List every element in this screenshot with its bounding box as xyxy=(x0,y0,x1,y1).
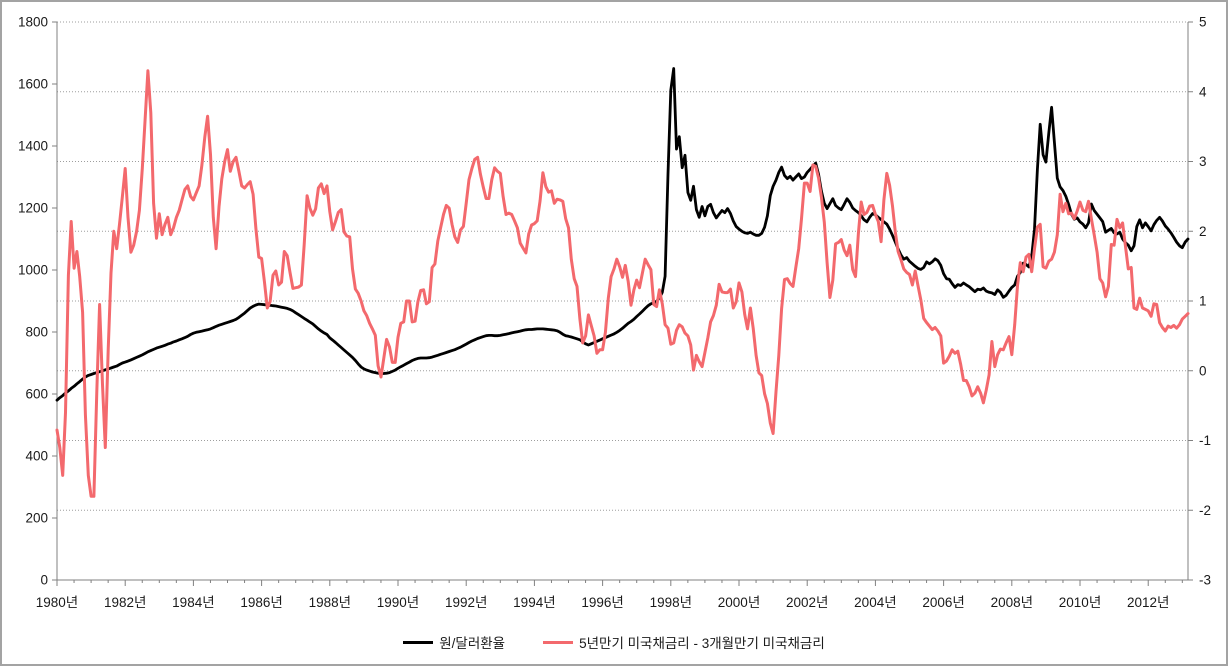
left-axis-tick-label: 800 xyxy=(25,325,48,340)
x-axis-tick-label: 1996년 xyxy=(581,595,623,610)
left-axis-tick-label: 600 xyxy=(25,387,48,402)
x-axis-tick-label: 1990년 xyxy=(377,595,419,610)
right-axis-tick-label: -2 xyxy=(1199,503,1211,518)
x-axis-tick-label: 2010년 xyxy=(1059,595,1101,610)
x-axis-tick-label: 2002년 xyxy=(786,595,828,610)
right-axis-tick-label: 0 xyxy=(1199,363,1207,378)
x-axis-tick-label: 1984년 xyxy=(172,595,214,610)
x-axis-tick-label: 1998년 xyxy=(650,595,692,610)
x-axis-tick-label: 2012년 xyxy=(1127,595,1169,610)
x-axis-tick-label: 1986년 xyxy=(240,595,282,610)
legend-line-swatch xyxy=(403,640,434,644)
legend: 원/달러환율 5년만기 미국채금리 - 3개월만기 미국채금리 xyxy=(2,632,1226,652)
left-axis-tick-label: 1600 xyxy=(18,77,48,92)
right-axis-tick-label: 4 xyxy=(1199,84,1207,99)
series-line-yield-spread xyxy=(55,69,1190,498)
legend-label: 5년만기 미국채금리 - 3개월만기 미국채금리 xyxy=(579,636,825,651)
legend-item-yield-spread: 5년만기 미국채금리 - 3개월만기 미국채금리 xyxy=(543,632,825,652)
left-axis-tick-label: 1800 xyxy=(18,15,48,30)
left-axis-tick-label: 400 xyxy=(25,449,48,464)
right-axis-tick-label: 3 xyxy=(1199,154,1207,169)
x-axis-tick-label: 1994년 xyxy=(513,595,555,610)
x-axis-tick-label: 1992년 xyxy=(445,595,487,610)
series-line-exchange-rate xyxy=(55,67,1190,402)
legend-item-exchange-rate: 원/달러환율 xyxy=(403,632,505,652)
right-axis-tick-label: 1 xyxy=(1199,294,1207,309)
x-axis-tick-label: 2000년 xyxy=(718,595,760,610)
axes xyxy=(52,21,1193,586)
left-axis-tick-label: 1000 xyxy=(18,263,48,278)
left-axis-tick-label: 1400 xyxy=(18,139,48,154)
x-axis-tick-label: 2006년 xyxy=(922,595,964,610)
axis-labels: 0 200 400 600 800 1000 1200 1400 1600 1800 -3 -2 -1 0… xyxy=(18,15,1211,611)
left-axis-tick-label: 1200 xyxy=(18,201,48,216)
right-axis-tick-label: -1 xyxy=(1199,433,1211,448)
right-axis-tick-label: 5 xyxy=(1199,15,1207,30)
right-axis-tick-label: -3 xyxy=(1199,573,1211,588)
x-axis-tick-label: 2004년 xyxy=(854,595,896,610)
data-series xyxy=(55,67,1190,498)
left-axis-tick-label: 200 xyxy=(25,511,48,526)
left-axis-tick-label: 0 xyxy=(40,573,48,588)
gridlines xyxy=(57,21,1188,511)
x-axis-tick-label: 2008년 xyxy=(991,595,1033,610)
x-axis-tick-label: 1980년 xyxy=(36,595,78,610)
x-axis-tick-label: 1988년 xyxy=(309,595,351,610)
x-axis-tick-label: 1982년 xyxy=(104,595,146,610)
legend-label: 원/달러환율 xyxy=(439,636,506,651)
legend-line-swatch xyxy=(543,640,574,644)
right-axis-tick-label: 2 xyxy=(1199,224,1207,239)
